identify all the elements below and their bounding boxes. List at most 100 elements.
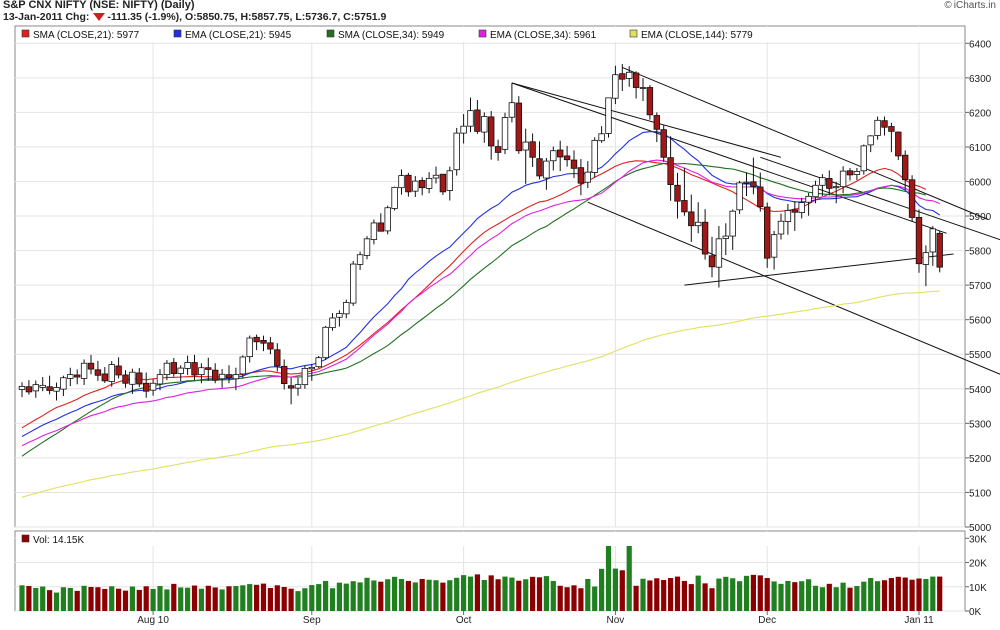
price-tick-label: 5500	[969, 350, 992, 361]
candle-body	[908, 179, 916, 218]
trendlines	[511, 67, 1000, 375]
date-axis: Aug 10 Sep Oct Nov Dec Jan 11	[137, 611, 934, 626]
candle-body	[853, 171, 861, 175]
volume-bar	[592, 586, 598, 611]
candle-body	[653, 115, 660, 130]
candle-body	[936, 232, 943, 268]
volume-bar	[543, 576, 549, 611]
volume-bar	[819, 587, 825, 611]
candle-body	[18, 385, 26, 390]
trendline	[587, 201, 1000, 375]
candle-body	[156, 374, 164, 385]
candle-body	[467, 110, 474, 127]
candle-body	[356, 254, 364, 265]
volume-bar	[833, 587, 839, 611]
volume-bar	[668, 578, 674, 611]
candle-body	[425, 177, 433, 189]
candle-body	[570, 159, 578, 169]
volume-bar	[764, 578, 770, 611]
legend-item: EMA (CLOSE,144): 5779	[629, 29, 753, 41]
candle-body	[170, 362, 177, 374]
candles	[18, 64, 943, 405]
volume-bar	[116, 588, 122, 611]
volume-bar	[288, 588, 294, 611]
trendline	[760, 156, 1000, 241]
volume-bar	[840, 582, 846, 611]
candle-body	[612, 74, 619, 99]
candle-body	[764, 206, 771, 259]
volume-bar	[53, 592, 60, 611]
volume-bar	[709, 588, 715, 611]
candle-body	[301, 368, 309, 386]
volume-bar	[509, 577, 515, 611]
volume-bar	[143, 586, 149, 611]
volume-bar	[440, 582, 446, 611]
volume-bar	[205, 585, 211, 611]
candle-body	[922, 252, 930, 265]
volume-bar	[398, 579, 405, 611]
volume-bar	[737, 581, 743, 611]
candle-body	[750, 181, 757, 188]
volume-bar	[861, 581, 867, 611]
candle-body	[722, 235, 729, 239]
candle-body	[418, 180, 426, 189]
volume-bar	[150, 588, 156, 611]
volume-bar	[564, 587, 570, 611]
legend-item: SMA (CLOSE,34): 5949	[326, 29, 445, 41]
candle-body	[39, 384, 46, 388]
indicator-line	[21, 131, 941, 437]
volume-bar	[247, 584, 253, 611]
candle-body	[563, 155, 571, 161]
candle-body	[770, 234, 778, 258]
candle-body	[80, 362, 88, 379]
candle-body	[915, 217, 923, 265]
date-tick-label: Sep	[303, 615, 321, 626]
candle-body	[743, 181, 750, 184]
candle-body	[439, 173, 447, 193]
legend-item: EMA (CLOSE,34): 5961	[478, 29, 597, 41]
volume-bar	[385, 579, 391, 611]
volume-bar	[730, 578, 736, 611]
candle-body	[294, 384, 302, 389]
volume-bar	[847, 587, 853, 611]
volume-bar	[778, 583, 784, 611]
candle-body	[874, 119, 881, 136]
candle-body	[826, 177, 833, 189]
volume-bar	[171, 583, 177, 611]
indicator-line	[21, 159, 940, 447]
chart-title: S&P CNX NIFTY (NSE: NIFTY) (Daily)	[3, 0, 195, 11]
volume-bar	[281, 587, 287, 611]
candle-body	[412, 180, 419, 192]
candle-body	[881, 120, 888, 128]
volume-bar	[412, 582, 418, 611]
candle-body	[370, 222, 378, 240]
volume-bar	[343, 583, 349, 611]
candle-body	[812, 184, 819, 198]
volume-bar	[267, 587, 273, 611]
candle-body	[674, 184, 681, 202]
brand-label[interactable]: © iCharts.in	[944, 0, 996, 11]
volume-bar	[60, 587, 66, 611]
volume-bar	[433, 580, 439, 611]
volume-bar	[447, 580, 453, 611]
candle-body	[446, 170, 453, 191]
volume-bar	[461, 575, 467, 611]
volume-bar	[26, 586, 32, 611]
price-tick-label: 5400	[969, 385, 992, 396]
volume-bar	[274, 585, 280, 611]
candle-body	[805, 195, 812, 203]
volume-bar	[254, 584, 260, 611]
volume-bar	[371, 580, 377, 611]
volume-bar	[378, 581, 384, 611]
price-tick-label: 5900	[969, 212, 992, 223]
candle-body	[536, 158, 543, 177]
volume-bar	[405, 580, 411, 611]
candle-body	[494, 146, 502, 153]
volume-bar	[792, 582, 798, 611]
candle-body	[191, 362, 198, 376]
volume-bar	[654, 578, 660, 611]
price-tick-label: 5600	[969, 316, 992, 327]
volume-bars	[19, 535, 943, 611]
candle-body	[232, 374, 240, 380]
